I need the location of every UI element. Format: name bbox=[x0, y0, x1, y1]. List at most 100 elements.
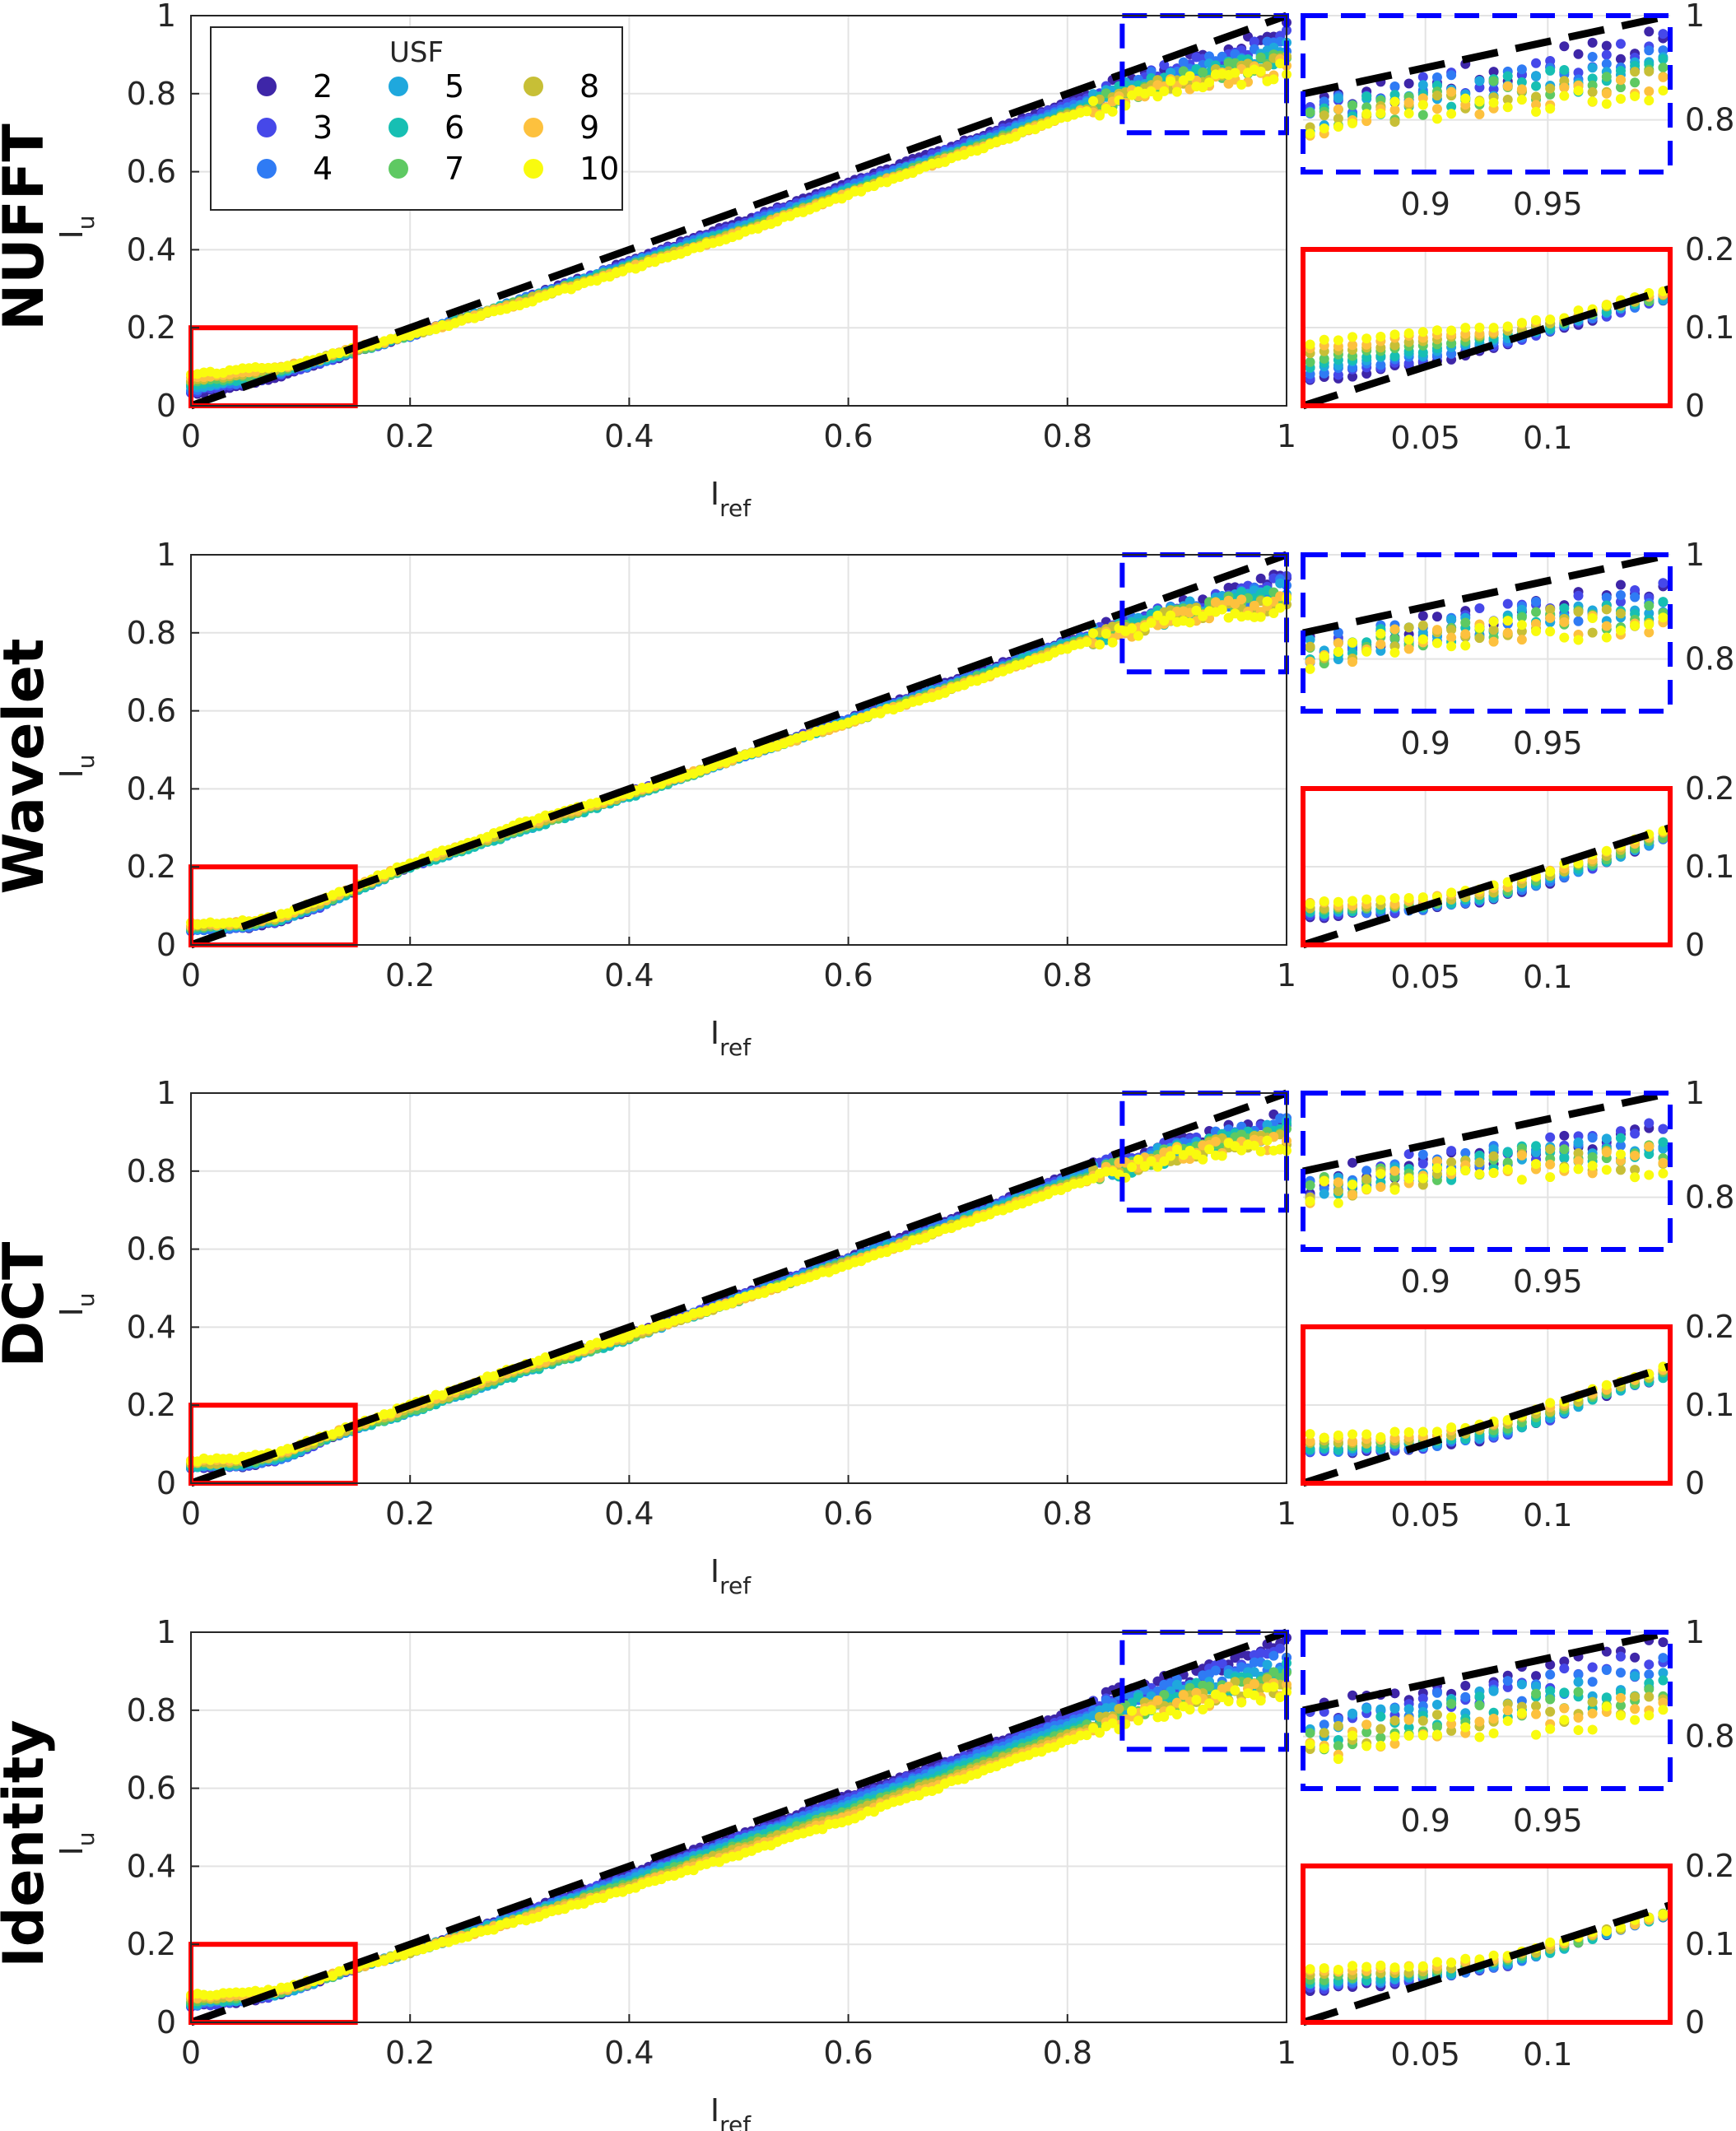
panel-wavelet-inset-high-point-usf-8 bbox=[1573, 607, 1584, 617]
panel-wavelet-y-axis-label-text: Iu bbox=[54, 755, 100, 779]
panel-nufft-inset-high-point-usf-8 bbox=[1319, 110, 1329, 121]
panel-nufft-inset-high-point-usf-9 bbox=[1389, 105, 1400, 115]
panel-wavelet-inset-high-point-usf-8 bbox=[1587, 627, 1598, 638]
panel-nufft-y-axis-label: Iu bbox=[54, 216, 100, 240]
panel-wavelet-inset-high-point-usf-9 bbox=[1333, 638, 1343, 649]
panel-nufft-point-usf-10 bbox=[1094, 110, 1105, 121]
panel-wavelet-inset-high-point-usf-2 bbox=[1615, 579, 1626, 590]
panel-wavelet-inset-high-point-usf-10 bbox=[1403, 635, 1414, 645]
panel-nufft-point-usf-10 bbox=[1275, 58, 1286, 69]
panel-wavelet-inset-high-point-usf-10 bbox=[1615, 626, 1626, 636]
panel-wavelet-inset-high-point-usf-8 bbox=[1474, 633, 1485, 644]
panel-nufft-inset-high-point-usf-9 bbox=[1644, 86, 1655, 97]
panel-nufft-inset-high-ytick-label: 0.8 bbox=[1685, 102, 1734, 138]
legend-marker-usf-10 bbox=[524, 159, 543, 179]
panel-nufft-inset-high-point-usf-10 bbox=[1559, 91, 1570, 101]
panel-nufft-inset-high-point-usf-9 bbox=[1658, 72, 1669, 82]
panel-nufft-inset-low-point-usf-10 bbox=[1601, 300, 1612, 310]
panel-nufft-inset-high-point-usf-10 bbox=[1502, 102, 1513, 113]
panel-wavelet-x-axis-label: Iref bbox=[710, 1015, 752, 1061]
panel-nufft-inset-high-point-usf-6 bbox=[1531, 81, 1542, 91]
panel-nufft-ytick-label: 0.4 bbox=[127, 231, 176, 268]
panel-nufft-inset-high-point-usf-6 bbox=[1545, 65, 1556, 76]
panel-nufft-inset-low-point-usf-10 bbox=[1389, 329, 1400, 340]
legend-box bbox=[210, 26, 623, 211]
panel-nufft-point-usf-10 bbox=[1088, 95, 1099, 106]
panel-nufft-inset-high-point-usf-10 bbox=[1361, 109, 1372, 119]
panel-nufft-title: NUFFT bbox=[0, 123, 57, 331]
panel-nufft-inset-low-point-usf-10 bbox=[1333, 335, 1343, 346]
legend-title: USF bbox=[389, 36, 444, 69]
panel-wavelet-inset-low-point-usf-10 bbox=[1347, 896, 1358, 906]
panel-nufft-inset-high-point-usf-4 bbox=[1516, 64, 1527, 75]
panel-wavelet-point-usf-10 bbox=[1107, 637, 1118, 648]
panel-nufft-inset-high-point-usf-9 bbox=[1502, 81, 1513, 91]
panel-wavelet-xtick-label: 1 bbox=[1277, 957, 1296, 993]
panel-nufft-inset-high-point-usf-3 bbox=[1615, 39, 1626, 49]
panel-nufft-x-axis-label: Iref bbox=[710, 476, 752, 522]
panel-nufft-inset-high-point-usf-4 bbox=[1431, 72, 1442, 82]
panel-wavelet-inset-low-ytick-label: 0 bbox=[1685, 927, 1705, 963]
panel-wavelet-inset-high-point-usf-9 bbox=[1545, 612, 1556, 623]
panel-nufft-point-usf-10 bbox=[1107, 106, 1118, 117]
panel-nufft-inset-high-point-usf-7 bbox=[1615, 82, 1626, 93]
legend-marker-usf-5 bbox=[389, 77, 408, 96]
panel-nufft-inset-low-point-usf-10 bbox=[1361, 333, 1372, 344]
panel-wavelet-point-usf-10 bbox=[1101, 628, 1111, 639]
panel-wavelet-inset-high-point-usf-9 bbox=[1502, 627, 1513, 638]
panel-nufft-inset-high-point-usf-7 bbox=[1601, 72, 1612, 82]
panel-nufft-point-usf-10 bbox=[1082, 106, 1092, 117]
panel-nufft-inset-high-points bbox=[1305, 26, 1669, 141]
panel-nufft-inset-low-point-usf-6 bbox=[1417, 347, 1428, 358]
panel-wavelet-inset-high-point-usf-8 bbox=[1488, 625, 1499, 635]
panel-wavelet-inset-high-point-usf-4 bbox=[1531, 596, 1542, 607]
panel-wavelet-inset-high-point-usf-10 bbox=[1658, 612, 1669, 623]
panel-nufft-inset-low-point-usf-10 bbox=[1375, 332, 1386, 342]
panel-wavelet-inset-high-point-usf-6 bbox=[1559, 603, 1570, 613]
panel-wavelet-inset-high-point-usf-10 bbox=[1446, 641, 1457, 652]
panel-nufft-inset-high-point-usf-5 bbox=[1333, 93, 1343, 104]
legend-marker-usf-7 bbox=[389, 159, 408, 179]
panel-wavelet-y-axis-label-sub: u bbox=[72, 755, 100, 770]
panel-wavelet-inset-low-point-usf-10 bbox=[1417, 892, 1428, 903]
panel-wavelet-inset-high-point-usf-10 bbox=[1389, 647, 1400, 658]
panel-nufft-ytick-label: 1 bbox=[156, 0, 176, 34]
legend-label-usf-10: 10 bbox=[579, 151, 619, 187]
panel-nufft-inset-high-ytick-label: 1 bbox=[1685, 0, 1705, 34]
legend-label-usf-8: 8 bbox=[579, 68, 599, 105]
panel-nufft-inset-high-point-usf-10 bbox=[1319, 123, 1329, 134]
panel-nufft-inset-high-reference-line bbox=[1302, 12, 1671, 98]
panel-nufft-inset-high-point-usf-6 bbox=[1516, 77, 1527, 87]
panel-nufft-inset-high-point-usf-7 bbox=[1630, 77, 1641, 88]
panel-wavelet-inset-high-point-usf-10 bbox=[1319, 651, 1329, 662]
panel-wavelet-inset-low-point-usf-10 bbox=[1601, 845, 1612, 856]
panel-wavelet-inset-high-point-usf-9 bbox=[1347, 657, 1358, 668]
panel-wavelet-point-usf-10 bbox=[1082, 637, 1092, 648]
panel-wavelet-inset-high-point-usf-9 bbox=[1559, 617, 1570, 627]
legend-label-usf-9: 9 bbox=[579, 109, 599, 146]
panel-nufft-inset-low-point-usf-10 bbox=[1474, 322, 1485, 333]
panel-nufft-point-usf-10 bbox=[1268, 74, 1279, 85]
panel-nufft-inset-high-point-usf-8 bbox=[1502, 95, 1513, 105]
panel-nufft-inset-low-point-usf-10 bbox=[1502, 321, 1513, 332]
panel-wavelet-inset-high-plot-area bbox=[1303, 555, 1670, 711]
panel-wavelet-inset-low-xtick-label: 0.05 bbox=[1390, 959, 1460, 995]
panel-nufft-inset-high-point-usf-6 bbox=[1446, 101, 1457, 112]
panel-nufft-inset-high-point-usf-10 bbox=[1644, 95, 1655, 106]
panel-nufft-inset-high-point-usf-9 bbox=[1559, 82, 1570, 93]
panel-nufft-point-usf-10 bbox=[1230, 67, 1240, 78]
panel-nufft-inset-high-point-usf-7 bbox=[1305, 107, 1315, 118]
panel-nufft-inset-low-point-usf-10 bbox=[1531, 314, 1542, 325]
panel-nufft-xtick-label: 0.4 bbox=[604, 418, 654, 454]
panel-nufft-inset-low-point-usf-4 bbox=[1319, 368, 1329, 379]
panel-nufft-inset-high-point-usf-6 bbox=[1389, 90, 1400, 100]
panel-nufft-inset-high-point-usf-10 bbox=[1431, 114, 1442, 124]
panel-nufft-inset-low-frame bbox=[1301, 247, 1673, 408]
panel-wavelet-inset-high-point-usf-10 bbox=[1630, 621, 1641, 631]
panel-wavelet-inset-high-point-usf-8 bbox=[1417, 620, 1428, 630]
panel-wavelet-point-usf-10 bbox=[1217, 604, 1227, 615]
panel-wavelet-inset-high-point-usf-3 bbox=[1658, 578, 1669, 589]
panel-wavelet-point-usf-10 bbox=[1262, 596, 1273, 607]
panel-nufft-inset-high-point-usf-10 bbox=[1333, 122, 1343, 133]
